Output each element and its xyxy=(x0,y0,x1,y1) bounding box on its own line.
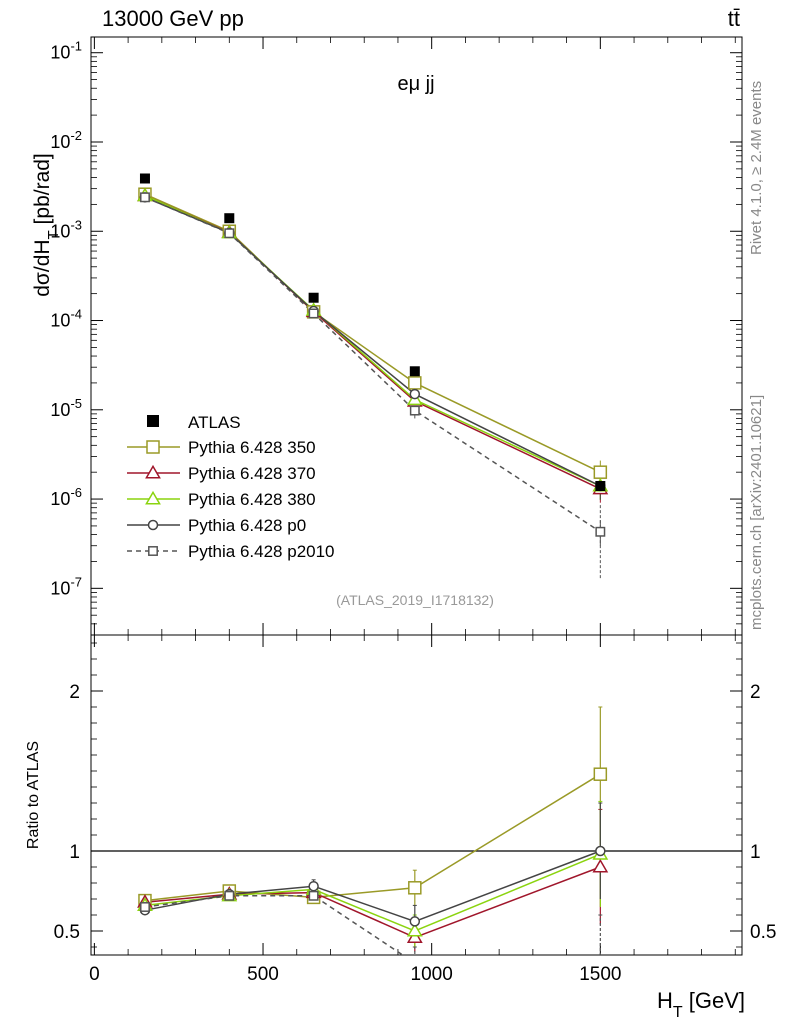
atlas-data-point xyxy=(409,366,420,377)
legend-label: Pythia 6.428 370 xyxy=(188,464,316,483)
legend-marker xyxy=(145,490,161,505)
analysis-id: (ATLAS_2019_I1718132) xyxy=(336,592,494,608)
legend-marker xyxy=(145,464,161,479)
legend-label: Pythia 6.428 350 xyxy=(188,438,316,457)
ratio-plot-frame xyxy=(90,634,743,956)
atlas-data-point xyxy=(308,292,319,303)
x-tick-label: 0 xyxy=(89,964,100,985)
ratio-point xyxy=(408,881,422,895)
ratio-ylabel: Ratio to ATLAS xyxy=(25,741,42,849)
y-tick-label: 10-4 xyxy=(50,307,82,331)
ratio-y-tick-label: 0.5 xyxy=(750,922,776,943)
data-point xyxy=(408,376,422,390)
legend-marker xyxy=(148,546,158,556)
x-axis-label: HT [GeV] xyxy=(657,988,745,1021)
ratio-y-tick-label: 1 xyxy=(750,842,761,863)
data-point xyxy=(224,228,235,239)
y-tick-label: 10-5 xyxy=(50,396,82,420)
atlas-data-point xyxy=(595,481,606,492)
atlas-data-point xyxy=(139,173,150,184)
legend-marker xyxy=(146,440,160,454)
ratio-point xyxy=(406,922,423,937)
ratio-point xyxy=(140,902,150,912)
data-point xyxy=(593,465,608,479)
y-tick-label: 10-7 xyxy=(50,574,82,598)
svg-text:HT [GeV]: HT [GeV] xyxy=(657,988,745,1021)
ratio-series-group xyxy=(137,706,609,955)
ratio-y-tick-label: 1 xyxy=(69,842,80,863)
y-tick-label: 10-6 xyxy=(50,485,82,509)
legend-atlas-marker xyxy=(147,415,159,427)
atlas-data-point xyxy=(224,213,235,224)
ratio-y-tick-label: 0.5 xyxy=(54,922,80,943)
legend-label: Pythia 6.428 p2010 xyxy=(188,542,335,561)
ratio-series-line xyxy=(144,773,601,902)
ratio-series-line xyxy=(144,895,405,955)
data-point xyxy=(409,405,420,416)
ratio-y-tick-label: 2 xyxy=(69,682,80,703)
ratio-point xyxy=(595,845,606,857)
ratio-point xyxy=(224,890,235,901)
ratio-y-tick-label: 2 xyxy=(750,682,761,703)
legend-marker xyxy=(147,519,159,531)
ratio-series-line xyxy=(144,850,601,923)
data-point xyxy=(409,388,421,400)
y-tick-label: 10-3 xyxy=(50,217,82,241)
ratio-point xyxy=(592,858,609,873)
ratio-point xyxy=(308,880,319,892)
y-tick-label: 10-2 xyxy=(50,128,82,152)
legend-label: Pythia 6.428 380 xyxy=(188,490,316,509)
data-point xyxy=(595,526,606,537)
energy-title: 13000 GeV pp xyxy=(102,6,244,31)
data-point xyxy=(308,308,319,319)
ratio-point xyxy=(593,767,608,781)
rivet-label: Rivet 4.1.0, ≥ 2.4M events xyxy=(748,81,765,255)
legend-label: Pythia 6.428 p0 xyxy=(188,516,306,535)
legend-atlas-label: ATLAS xyxy=(188,413,241,432)
ratio-point xyxy=(409,916,421,927)
mcplots-label: mcplots.cern.ch [arXiv:2401.10621] xyxy=(748,395,765,630)
main-series-group xyxy=(137,173,609,579)
ratio-point xyxy=(308,890,319,901)
x-tick-label: 1000 xyxy=(411,964,453,985)
x-tick-label: 500 xyxy=(247,964,279,985)
data-point xyxy=(140,192,150,203)
x-tick-label: 1500 xyxy=(579,964,621,985)
y-tick-label: 10-1 xyxy=(50,39,82,63)
panel-label: eμ jj xyxy=(397,73,434,95)
process-title: tt̄ xyxy=(728,6,740,31)
